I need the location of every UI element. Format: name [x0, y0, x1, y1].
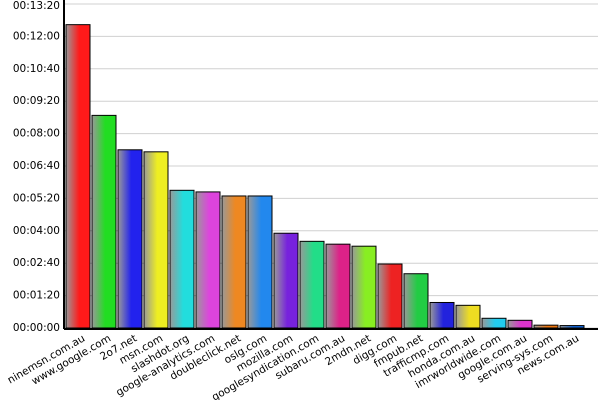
bar	[91, 114, 117, 329]
bar	[533, 324, 559, 329]
bar	[429, 301, 455, 329]
bar	[143, 151, 169, 329]
bar	[481, 317, 507, 329]
y-tick-label: 00:05:20	[13, 192, 60, 204]
bar	[455, 304, 481, 329]
y-tick-label: 00:13:20	[13, 0, 60, 12]
bar	[351, 245, 377, 329]
bar	[325, 243, 351, 329]
bar	[507, 319, 533, 329]
bar	[65, 24, 91, 329]
bar	[221, 195, 247, 329]
bar	[377, 263, 403, 329]
bar	[403, 273, 429, 329]
bar	[195, 191, 221, 329]
y-tick-label: 00:08:00	[13, 128, 60, 140]
bar	[299, 240, 325, 329]
y-tick-label: 00:01:20	[13, 290, 60, 302]
y-tick-label: 00:06:40	[13, 160, 60, 172]
bar	[117, 149, 143, 329]
y-tick-label: 00:09:20	[13, 95, 60, 107]
y-tick-label: 00:10:40	[13, 63, 60, 75]
y-tick-label: 00:12:00	[13, 30, 60, 42]
y-tick-label: 00:02:40	[13, 257, 60, 269]
bar	[247, 195, 273, 329]
bar	[559, 325, 585, 329]
bar	[273, 232, 299, 329]
bar	[169, 189, 195, 329]
y-tick-label: 00:00:00	[13, 322, 60, 334]
y-tick-label: 00:04:00	[13, 225, 60, 237]
